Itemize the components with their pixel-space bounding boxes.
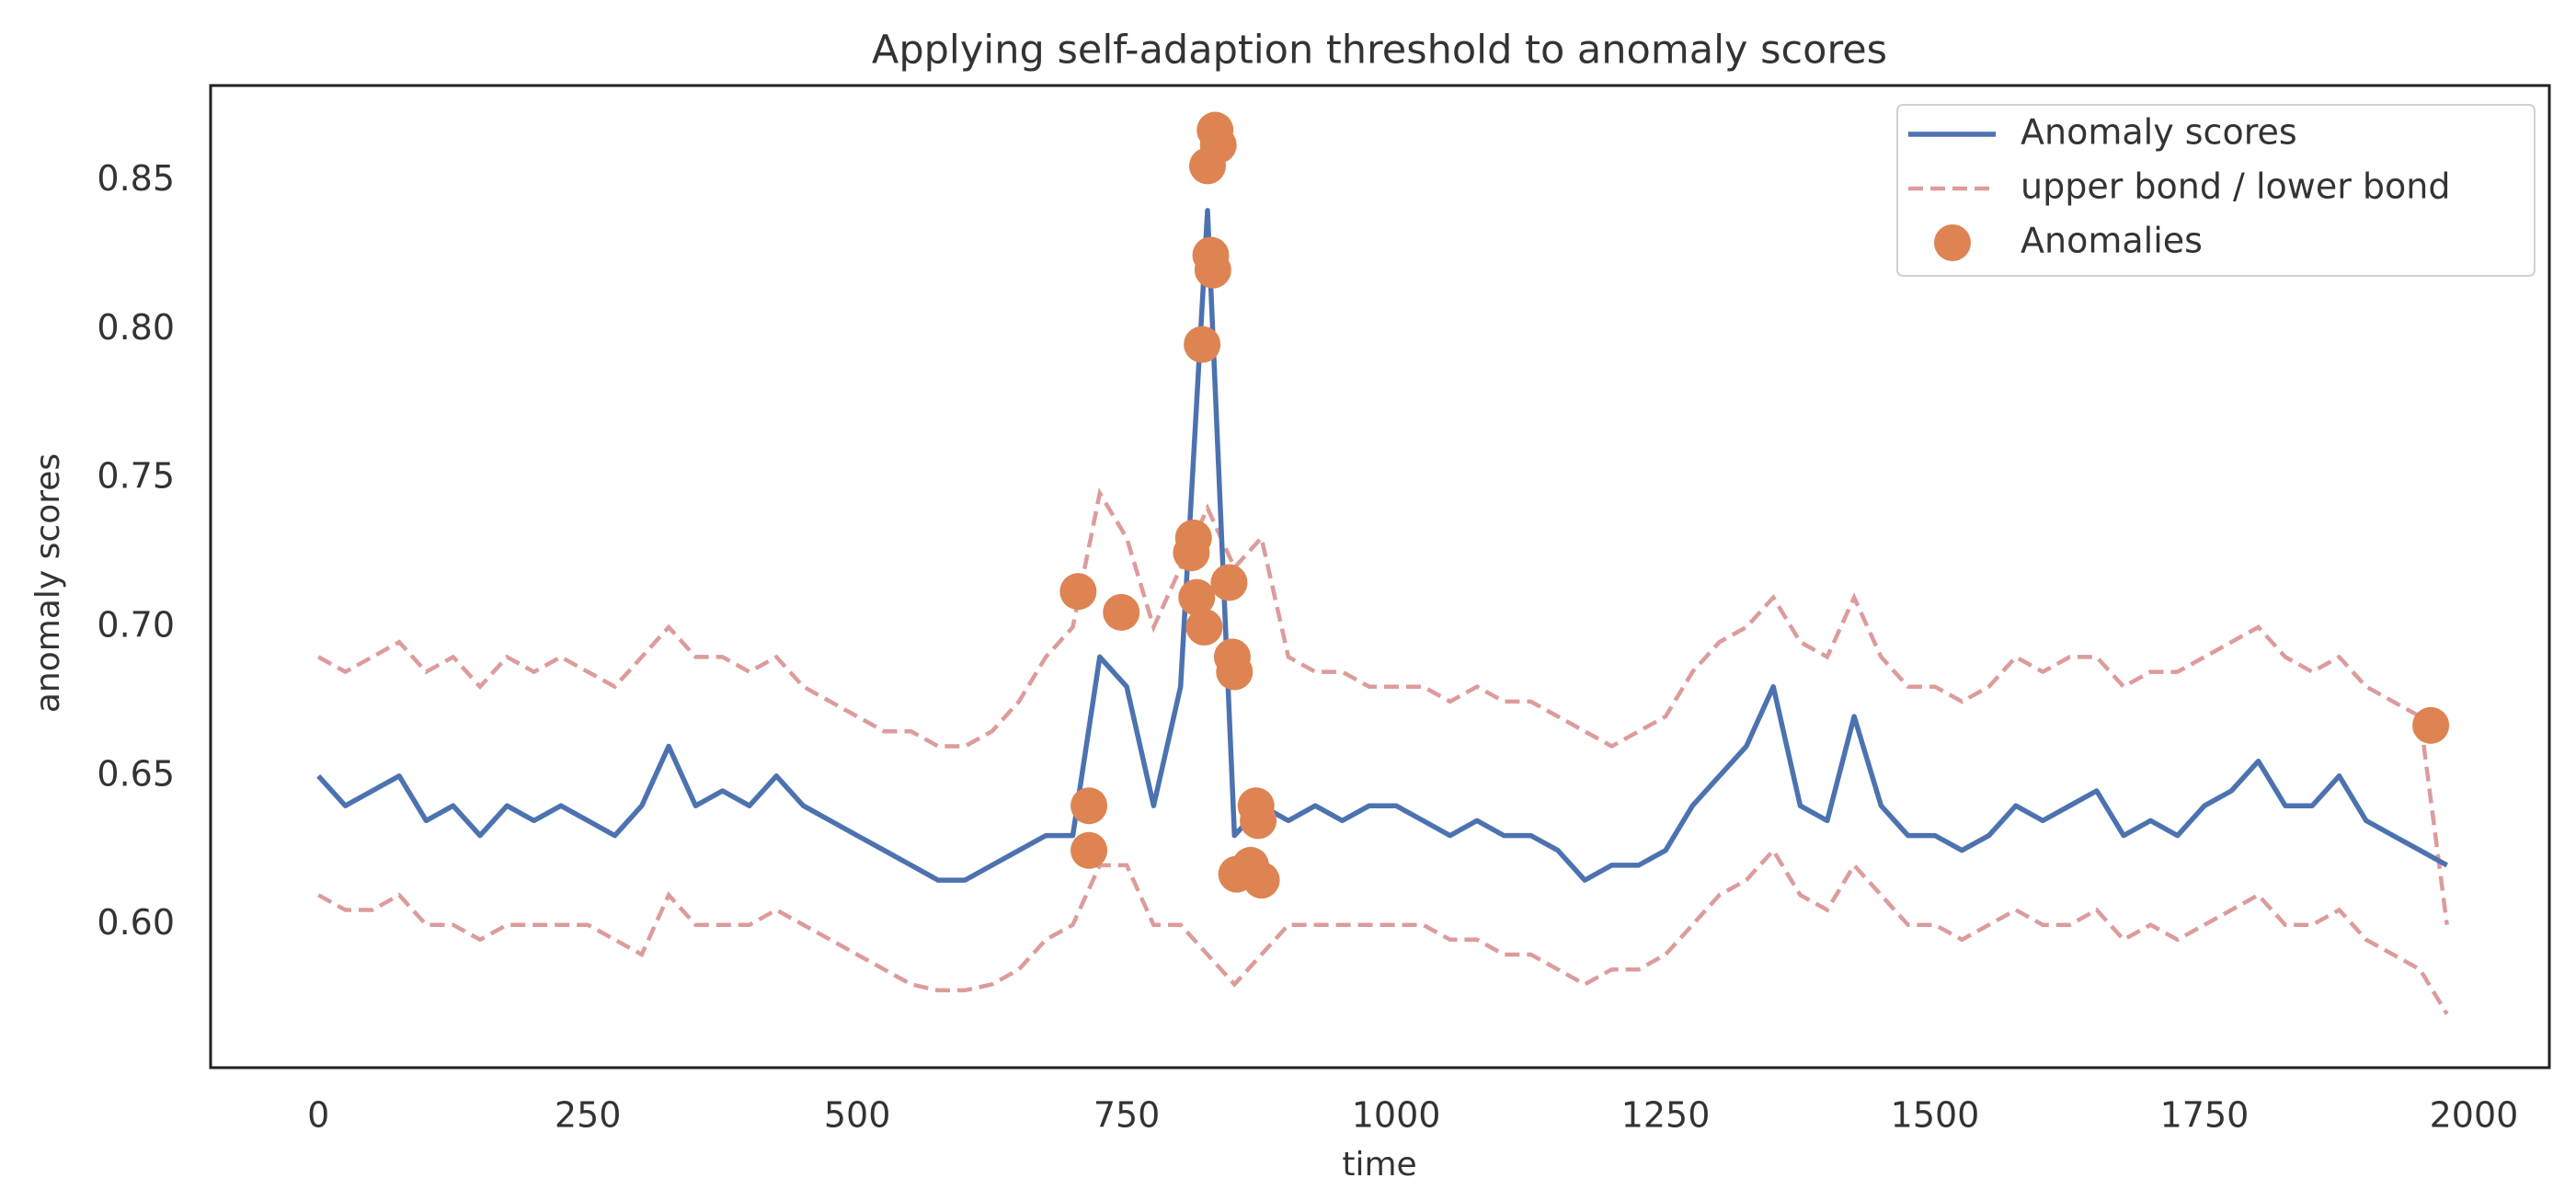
- y-tick-label: 0.70: [97, 605, 175, 646]
- x-tick-label: 250: [555, 1095, 622, 1136]
- y-tick-label: 0.75: [97, 456, 175, 497]
- legend-label: Anomaly scores: [2021, 112, 2297, 153]
- anomaly-marker: [1240, 802, 1277, 840]
- legend-label: Anomalies: [2021, 221, 2203, 261]
- anomaly-marker: [1184, 326, 1221, 363]
- anomaly-marker: [1059, 573, 1097, 611]
- x-tick-label: 1000: [1352, 1095, 1441, 1136]
- y-tick-label: 0.60: [97, 902, 175, 943]
- x-tick-label: 0: [307, 1095, 329, 1136]
- x-tick-label: 750: [1093, 1095, 1161, 1136]
- legend-box: [1896, 104, 2536, 277]
- anomaly-marker: [2412, 706, 2450, 744]
- anomaly-marker: [1199, 126, 1237, 164]
- bound-line: [317, 487, 2449, 925]
- anomaly-marker: [1216, 653, 1254, 691]
- x-tick-label: 1500: [1891, 1095, 1980, 1136]
- legend-label: upper bond / lower bond: [2021, 166, 2451, 207]
- plot-area: [316, 111, 2450, 1015]
- score-line: [316, 208, 2449, 883]
- anomaly-marker: [1070, 787, 1108, 825]
- bound-line: [317, 846, 2449, 1015]
- anomaly-marker: [1194, 251, 1231, 289]
- y-tick-label: 0.65: [97, 753, 175, 794]
- y-tick-label: 0.80: [97, 307, 175, 348]
- anomaly-marker: [1103, 593, 1140, 631]
- x-tick-label: 1250: [1621, 1095, 1711, 1136]
- x-axis-label: time: [1342, 1146, 1416, 1184]
- anomaly-marker: [1174, 519, 1212, 556]
- x-tick-label: 1750: [2160, 1095, 2250, 1136]
- chart-title: Applying self-adaption threshold to anom…: [872, 28, 1887, 74]
- anomaly-marker: [1185, 609, 1223, 646]
- legend-marker: [1934, 224, 1971, 261]
- anomaly-marker: [1070, 831, 1108, 869]
- anomaly-marker: [1210, 564, 1248, 601]
- y-tick-label: 0.85: [97, 158, 175, 199]
- x-tick-label: 2000: [2430, 1095, 2519, 1136]
- anomaly-marker: [1178, 578, 1216, 616]
- y-axis-label: anomaly scores: [29, 453, 67, 713]
- anomaly-marker: [1242, 862, 1280, 899]
- x-tick-label: 500: [824, 1095, 891, 1136]
- axes-frame: [209, 84, 2551, 1069]
